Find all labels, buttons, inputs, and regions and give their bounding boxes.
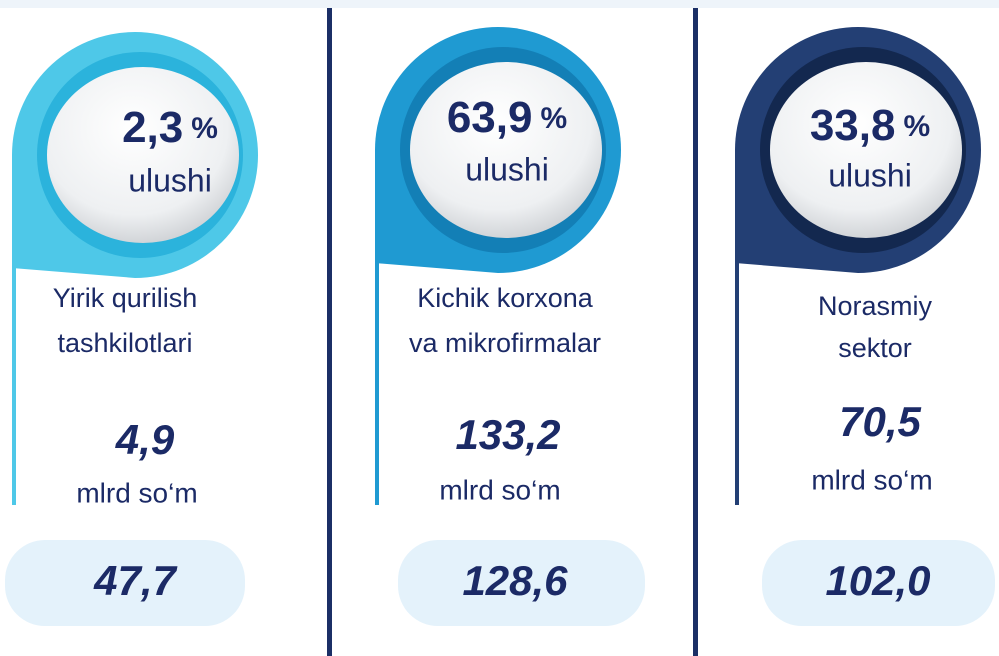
total: 102,0	[825, 557, 930, 604]
amount: 4,9	[115, 416, 175, 463]
sector-name: Kichik korxona	[417, 283, 594, 313]
pin-stem	[735, 150, 739, 505]
total-pill	[398, 540, 645, 626]
pin-stem	[375, 150, 379, 505]
card: 63,9 % ulushi Kichik korxona va mikrofirmala…	[375, 27, 645, 626]
amount-unit: mlrd so‘m	[76, 477, 197, 508]
pin-center	[770, 62, 962, 238]
share-label: ulushi	[465, 151, 549, 187]
card: 2,3 % ulushi Yirik qurilish tashkilotlari 4,9…	[5, 32, 258, 626]
total-pill	[5, 540, 245, 626]
card: 33,8 % ulushi Norasmiy sektor 70,5 mlrd so‘m 10…	[735, 27, 995, 626]
share-percent: 33,8%	[810, 101, 930, 150]
sector-name: sektor	[838, 333, 912, 363]
amount: 133,2	[455, 411, 560, 458]
amount-unit: mlrd so‘m	[811, 464, 932, 495]
sector-name: tashkilotlari	[57, 328, 192, 358]
percent-unit: %	[191, 112, 218, 145]
amount: 70,5	[839, 398, 921, 445]
divider	[327, 8, 332, 656]
pin-center	[410, 62, 602, 238]
divider	[693, 8, 698, 656]
share-percent: 63,9%	[447, 93, 567, 142]
total-pill	[762, 540, 995, 626]
top-strip	[0, 0, 999, 8]
sector-name: Norasmiy	[818, 291, 933, 321]
share-label: ulushi	[128, 162, 212, 198]
sector-name: Yirik qurilish	[53, 283, 198, 313]
percent-value: 33,8	[810, 101, 896, 150]
pin-stem	[12, 155, 16, 505]
percent-value: 2,3	[122, 103, 183, 152]
pin-center	[47, 67, 239, 243]
share-label: ulushi	[828, 157, 912, 193]
percent-unit: %	[540, 102, 567, 135]
share-percent: 2,3%	[122, 103, 218, 152]
percent-value: 63,9	[447, 93, 533, 142]
amount-unit: mlrd so‘m	[439, 474, 560, 505]
total: 128,6	[462, 557, 568, 604]
percent-unit: %	[903, 110, 930, 143]
total: 47,7	[93, 557, 177, 604]
sector-name: va mikrofirmalar	[409, 328, 601, 358]
